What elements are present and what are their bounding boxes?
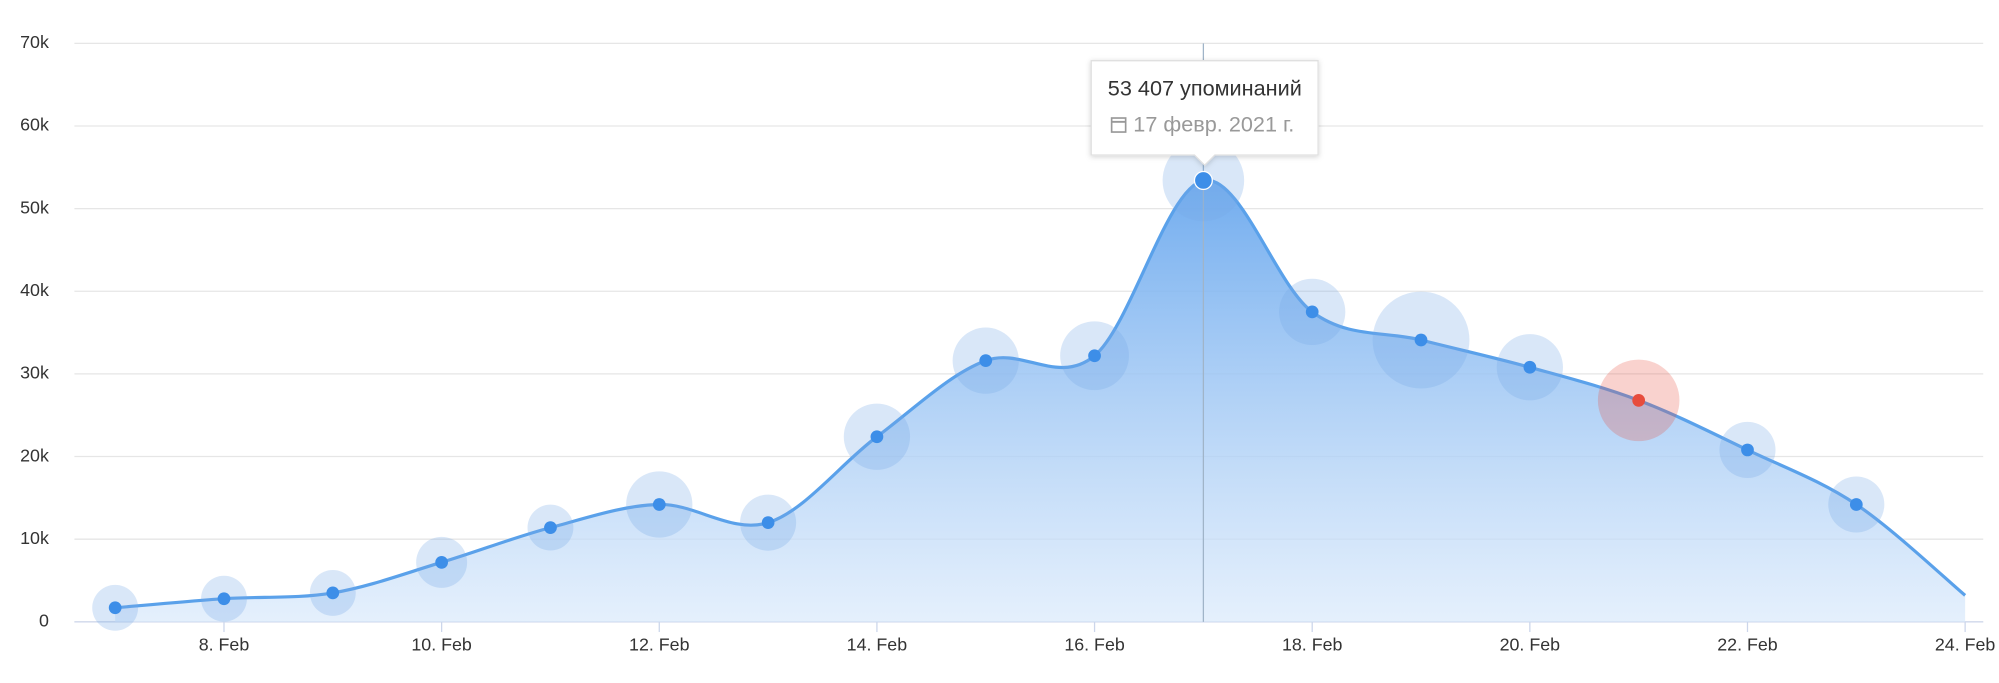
tooltip-value: 53 407 упоминаний (1108, 76, 1302, 101)
point (652, 498, 666, 511)
y-tick-label: 50k (20, 197, 49, 217)
calendar-icon (1110, 117, 1127, 133)
point (108, 601, 122, 615)
point (1305, 305, 1319, 319)
point (217, 592, 231, 606)
area-fill (115, 180, 1966, 622)
tooltip-date: 17 февр. 2021 г. (1133, 111, 1294, 136)
x-tick-label: 20. Feb (1500, 635, 1561, 655)
point (1088, 349, 1101, 363)
point (1193, 170, 1213, 191)
point (870, 430, 884, 444)
y-tick-label: 10k (20, 528, 49, 548)
x-tick-label: 16. Feb (1064, 635, 1125, 655)
y-tick-label: 70k (20, 32, 49, 52)
x-tick-label: 24. Feb (1935, 635, 1996, 655)
point (435, 555, 449, 569)
x-tick-label: 14. Feb (847, 635, 908, 655)
point (1632, 393, 1646, 407)
y-tick-label: 60k (20, 115, 49, 135)
point (979, 354, 993, 368)
point (1523, 360, 1537, 374)
x-tick-label: 22. Feb (1717, 635, 1778, 655)
point (326, 586, 340, 600)
point (761, 516, 775, 530)
y-tick-label: 20k (20, 445, 49, 465)
point (1849, 498, 1863, 511)
x-tick-label: 12. Feb (629, 635, 690, 655)
y-tick-label: 0 (39, 611, 49, 631)
y-tick-label: 30k (20, 363, 49, 383)
tooltip-box (1090, 60, 1319, 167)
point (1414, 333, 1428, 347)
y-tick-label: 40k (20, 280, 49, 300)
x-tick-label: 10. Feb (411, 635, 472, 655)
point (1741, 443, 1754, 457)
point (544, 521, 557, 534)
x-tick-label: 18. Feb (1282, 635, 1343, 655)
x-tick-label: 8. Feb (199, 635, 250, 655)
tooltip: 53 407 упоминаний 17 февр. 2021 г. (1090, 60, 1319, 167)
